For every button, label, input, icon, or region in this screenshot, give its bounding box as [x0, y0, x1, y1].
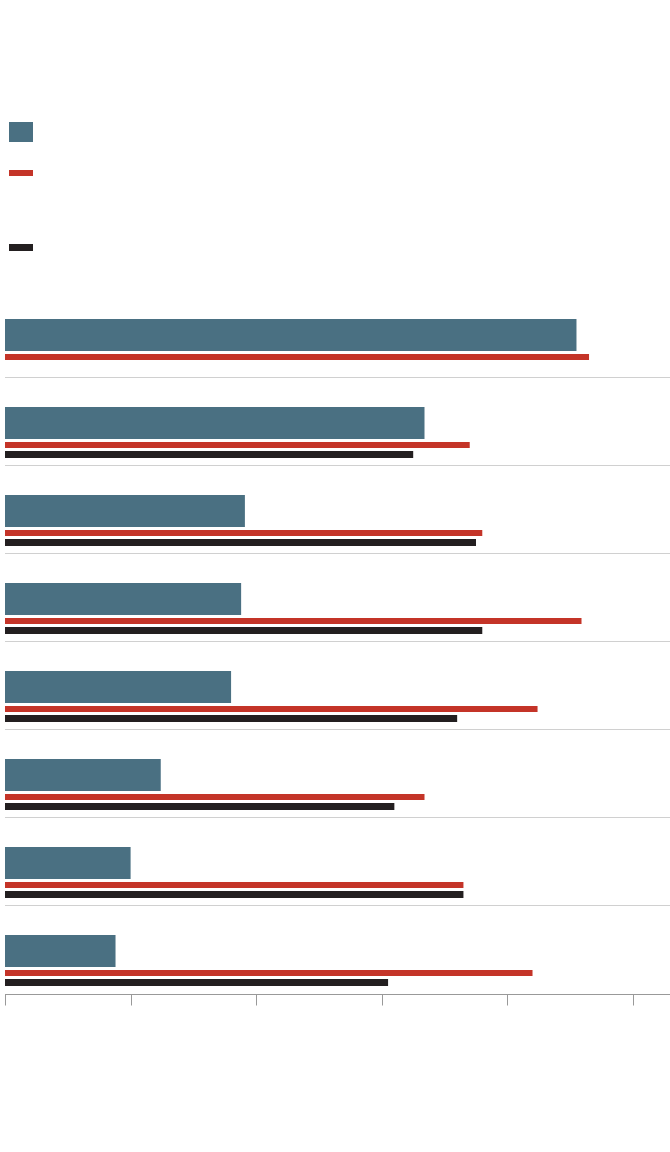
bar-s1-row8: [5, 935, 116, 967]
bar-s3-row7: [5, 891, 464, 898]
bar-s1-row2: [5, 407, 425, 439]
legend-swatch-2: [9, 170, 33, 176]
bar-s2-row7: [5, 882, 464, 888]
bar-s1-row3: [5, 495, 245, 527]
legend-swatch-3: [9, 244, 33, 251]
bar-s1-row5: [5, 671, 232, 703]
bar-s3-row8: [5, 979, 389, 986]
bar-s3-row3: [5, 539, 476, 546]
legend-swatch-1: [9, 122, 33, 142]
bar-s2-row6: [5, 794, 425, 800]
bar-s2-row2: [5, 442, 470, 448]
bar-s3-row5: [5, 715, 458, 722]
bar-s1-row1: [5, 319, 577, 351]
bar-s2-row1: [5, 354, 590, 360]
bar-s2-row4: [5, 618, 582, 624]
bar-s1-row7: [5, 847, 131, 879]
bar-s2-row5: [5, 706, 538, 712]
bar-s3-row6: [5, 803, 395, 810]
bar-s2-row8: [5, 970, 533, 976]
bar-s1-row4: [5, 583, 242, 615]
bar-s3-row4: [5, 627, 483, 634]
bar-s2-row3: [5, 530, 483, 536]
bar-s3-row2: [5, 451, 414, 458]
bar-s1-row6: [5, 759, 161, 791]
